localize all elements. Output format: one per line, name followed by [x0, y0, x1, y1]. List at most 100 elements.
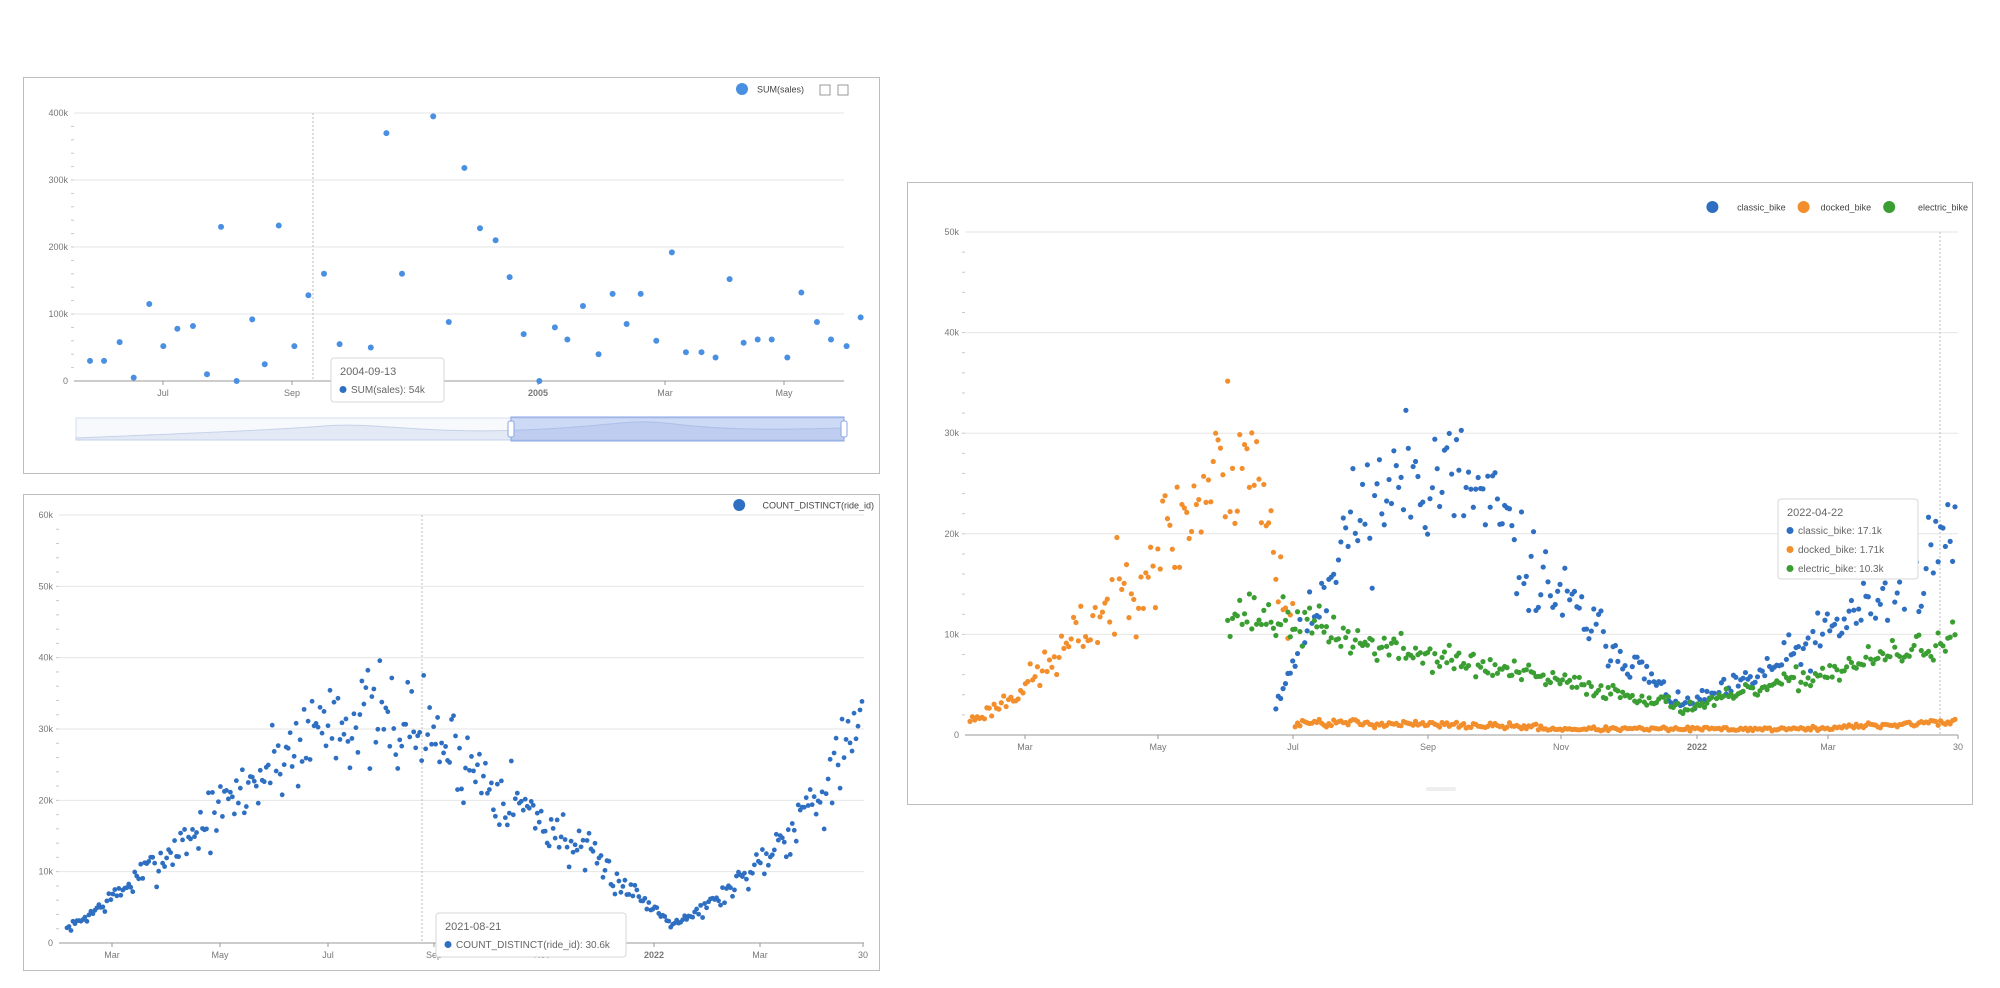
- data-point[interactable]: [367, 766, 373, 771]
- data-point[interactable]: [1164, 515, 1171, 522]
- data-point[interactable]: [1781, 640, 1787, 646]
- data-point[interactable]: [1432, 436, 1438, 442]
- data-point[interactable]: [1239, 621, 1245, 627]
- data-point[interactable]: [427, 705, 433, 710]
- data-point[interactable]: [1371, 492, 1378, 499]
- data-point[interactable]: [1167, 522, 1173, 528]
- data-point[interactable]: [1417, 650, 1423, 656]
- data-point[interactable]: [520, 807, 526, 813]
- data-point[interactable]: [554, 817, 560, 823]
- data-point[interactable]: [1892, 644, 1898, 650]
- data-point[interactable]: [241, 810, 247, 816]
- data-point[interactable]: [1617, 648, 1623, 655]
- data-point[interactable]: [1266, 520, 1272, 526]
- data-point[interactable]: [419, 758, 425, 764]
- data-point[interactable]: [1001, 693, 1007, 699]
- data-point[interactable]: [837, 785, 843, 791]
- data-point[interactable]: [1535, 727, 1541, 733]
- data-point[interactable]: [1080, 643, 1086, 650]
- data-point[interactable]: [1403, 407, 1409, 413]
- data-point[interactable]: [1952, 504, 1958, 510]
- data-point[interactable]: [1605, 663, 1611, 669]
- data-point[interactable]: [1884, 617, 1891, 623]
- data-point[interactable]: [1562, 672, 1568, 678]
- data-point[interactable]: [1042, 649, 1048, 655]
- data-point[interactable]: [769, 852, 775, 858]
- data-point[interactable]: [1487, 504, 1493, 510]
- data-point[interactable]: [152, 860, 158, 866]
- data-point[interactable]: [1126, 614, 1132, 621]
- data-point[interactable]: [698, 349, 705, 356]
- data-point[interactable]: [1090, 613, 1096, 619]
- data-point[interactable]: [1128, 591, 1134, 597]
- data-point[interactable]: [1942, 648, 1948, 654]
- data-point[interactable]: [1798, 661, 1804, 668]
- data-point[interactable]: [1070, 614, 1077, 620]
- data-point[interactable]: [606, 858, 612, 864]
- data-point[interactable]: [188, 836, 193, 842]
- data-point[interactable]: [558, 834, 564, 840]
- data-point[interactable]: [1292, 663, 1298, 669]
- data-point[interactable]: [494, 781, 500, 787]
- data-point[interactable]: [1345, 722, 1351, 728]
- data-point[interactable]: [1410, 463, 1416, 470]
- data-point[interactable]: [1851, 607, 1857, 613]
- data-point[interactable]: [1208, 499, 1214, 505]
- data-point[interactable]: [279, 792, 285, 798]
- data-point[interactable]: [1468, 724, 1474, 730]
- data-point[interactable]: [1511, 537, 1517, 543]
- data-point[interactable]: [1921, 590, 1927, 597]
- data-point[interactable]: [1282, 617, 1289, 623]
- data-point[interactable]: [1933, 718, 1939, 725]
- data-point[interactable]: [753, 852, 759, 857]
- data-point[interactable]: [212, 810, 217, 816]
- data-point[interactable]: [1588, 683, 1594, 690]
- data-point[interactable]: [805, 803, 811, 808]
- data-point[interactable]: [1509, 523, 1515, 529]
- data-point[interactable]: [1571, 674, 1578, 680]
- data-point[interactable]: [223, 788, 229, 793]
- data-point[interactable]: [668, 249, 675, 256]
- data-point[interactable]: [1518, 677, 1525, 683]
- data-point[interactable]: [445, 319, 452, 326]
- data-point[interactable]: [138, 861, 144, 867]
- data-point[interactable]: [307, 757, 313, 762]
- data-point[interactable]: [1591, 606, 1597, 612]
- data-point[interactable]: [1357, 517, 1363, 524]
- data-point[interactable]: [1764, 687, 1770, 693]
- data-point[interactable]: [353, 725, 359, 731]
- data-point[interactable]: [827, 756, 833, 762]
- data-point[interactable]: [102, 909, 108, 914]
- data-point[interactable]: [487, 787, 492, 792]
- data-point[interactable]: [1427, 646, 1433, 652]
- data-point[interactable]: [1615, 658, 1621, 664]
- data-point[interactable]: [1487, 657, 1493, 663]
- data-point[interactable]: [154, 884, 160, 890]
- data-point[interactable]: [1249, 430, 1255, 436]
- data-point[interactable]: [1188, 528, 1195, 535]
- data-point[interactable]: [1733, 674, 1739, 680]
- data-point[interactable]: [257, 767, 263, 773]
- data-point[interactable]: [582, 867, 588, 873]
- data-point[interactable]: [1145, 574, 1151, 580]
- data-point[interactable]: [510, 812, 516, 818]
- data-point[interactable]: [1600, 628, 1606, 635]
- data-point[interactable]: [1299, 643, 1305, 649]
- data-point[interactable]: [803, 795, 809, 801]
- data-point[interactable]: [225, 796, 231, 802]
- data-point[interactable]: [1369, 585, 1375, 591]
- data-point[interactable]: [1660, 679, 1667, 685]
- data-point[interactable]: [1834, 667, 1840, 673]
- data-point[interactable]: [341, 731, 347, 737]
- data-point[interactable]: [1393, 640, 1399, 646]
- data-point[interactable]: [492, 813, 498, 819]
- data-point[interactable]: [1258, 520, 1265, 526]
- data-point[interactable]: [1555, 588, 1561, 594]
- data-point[interactable]: [763, 851, 769, 857]
- data-point[interactable]: [1384, 498, 1390, 504]
- data-point[interactable]: [365, 667, 371, 673]
- data-point[interactable]: [775, 837, 781, 843]
- data-point[interactable]: [1225, 378, 1231, 384]
- data-point[interactable]: [1713, 695, 1720, 702]
- data-point[interactable]: [634, 887, 640, 893]
